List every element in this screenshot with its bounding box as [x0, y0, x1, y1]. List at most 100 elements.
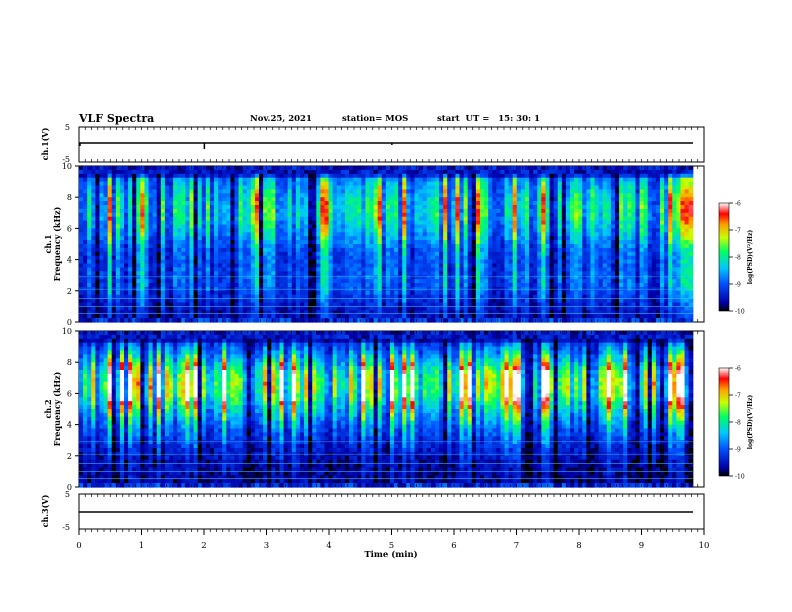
- ch1-spectrogram-cell: [214, 255, 219, 261]
- ch1-spectrogram-cell: [152, 298, 158, 304]
- ch1-spectrogram-cell: [398, 240, 403, 245]
- ch1-spectrogram-cell: [353, 275, 358, 280]
- ch1-spectrogram-cell: [529, 263, 534, 268]
- ch1-spectrogram-cell: [160, 255, 166, 261]
- ch1-spectrogram-cell: [164, 228, 170, 233]
- ch1-spectrogram-cell: [410, 259, 416, 265]
- ch1-spectrogram-cell: [389, 275, 395, 280]
- ch1-spectrogram-cell: [422, 294, 428, 300]
- ch1-spectrogram-cell: [553, 216, 559, 222]
- ch1-spectrogram-cell: [344, 310, 350, 315]
- ch1-spectrogram-cell: [209, 220, 215, 226]
- ch1-spectrogram-cell: [492, 166, 497, 171]
- ch1-spectrogram-cell: [496, 275, 502, 280]
- ch1-spectrogram-cell: [394, 279, 399, 284]
- ch1-spectrogram-cell: [389, 166, 395, 171]
- ch1-spectrogram-cell: [271, 205, 276, 210]
- ch1-spectrogram-cell: [324, 240, 330, 245]
- ch1-spectrogram-cell: [336, 259, 342, 265]
- ch1-spectrogram-cell: [275, 197, 281, 202]
- ch1-spectrogram-cell: [349, 216, 354, 222]
- ch1-spectrogram-cell: [164, 197, 170, 202]
- ch1-spectrogram-cell: [381, 173, 387, 179]
- ch1-spectrogram-cell: [79, 201, 84, 206]
- ch1-spectrogram-cell: [471, 228, 477, 233]
- ch1-spectrogram-cell: [332, 205, 338, 210]
- ch1-spectrogram-cell: [394, 298, 399, 304]
- ch1-spectrogram-cell: [574, 247, 579, 253]
- ch1-spectrogram-cell: [218, 251, 223, 257]
- ch1-spectrogram-cell: [529, 294, 534, 300]
- ch1-spectrogram-cell: [148, 294, 154, 300]
- ch1-spectrogram-cell: [164, 306, 170, 311]
- ch1-spectrogram-cell: [406, 263, 412, 268]
- ch1-spectrogram-cell: [332, 216, 338, 222]
- ch1-spectrogram-cell: [512, 267, 518, 272]
- ch1-spectrogram-cell: [475, 220, 481, 226]
- ch1-spectrogram-cell: [467, 267, 473, 272]
- ch1-spectrogram-cell: [332, 185, 338, 190]
- ch1-spectrogram-cell: [369, 216, 375, 222]
- ch1-spectrogram-cell: [484, 271, 489, 276]
- ch1-spectrogram-cell: [344, 298, 350, 304]
- ch1-spectrogram-cell: [177, 298, 182, 304]
- ch1-spectrogram-cell: [250, 279, 256, 284]
- ch1-spectrogram-cell: [512, 212, 518, 218]
- ch1-spectrogram-cell: [537, 236, 542, 241]
- ch1-spectrogram-cell: [529, 185, 534, 190]
- ch1-spectrogram-cell: [164, 310, 170, 315]
- ch1-spectrogram-cell: [324, 232, 330, 237]
- ch1-spectrogram-cell: [582, 197, 587, 202]
- ch1-spectrogram-cell: [353, 283, 358, 288]
- ch1-spectrogram-cell: [95, 177, 101, 183]
- ch1-spectrogram-cell: [201, 216, 207, 222]
- ch1-spectrogram-cell: [336, 169, 342, 175]
- ch1-spectrogram-cell: [557, 259, 563, 265]
- ch1-spectrogram-cell: [340, 279, 346, 284]
- ch1-spectrogram-cell: [152, 263, 158, 268]
- ch1-spectrogram-cell: [402, 263, 407, 268]
- ch1-spectrogram-cell: [398, 166, 403, 171]
- ch1-spectrogram-cell: [533, 197, 538, 202]
- ch1-spectrogram-cell: [189, 271, 195, 276]
- ch1-spectrogram-cell: [189, 189, 195, 194]
- ch1-spectrogram-cell: [484, 197, 489, 202]
- ch1-spectrogram-cell: [426, 314, 432, 319]
- ch1-spectrogram-cell: [439, 302, 444, 307]
- ch1-spectrogram-cell: [299, 247, 305, 253]
- ch1-spectrogram-cell: [533, 283, 538, 288]
- ch1-spectrogram-cell: [259, 240, 264, 245]
- ch1-spectrogram-cell: [553, 290, 559, 296]
- ch1-spectrogram-cell: [455, 263, 461, 268]
- ch1-spectrogram-cell: [389, 255, 395, 261]
- ch1-spectrogram-cell: [254, 259, 260, 265]
- ch1-spectrogram-cell: [295, 267, 301, 272]
- ch1-spectrogram-cell: [361, 232, 367, 237]
- ch1-spectrogram-cell: [434, 197, 440, 202]
- ch1-spectrogram-cell: [173, 310, 178, 315]
- ch1-spectrogram-cell: [140, 244, 146, 249]
- ch1-spectrogram-cell: [169, 247, 174, 253]
- ch1-spectrogram-cell: [524, 208, 530, 214]
- ch1-spectrogram-cell: [295, 240, 301, 245]
- ch1-spectrogram-cell: [107, 259, 113, 265]
- ch1-spectrogram-cell: [320, 205, 326, 210]
- ch1-spectrogram-cell: [443, 169, 448, 175]
- ch1-spectrogram-cell: [369, 271, 375, 276]
- ch1-spectrogram-cell: [254, 275, 260, 280]
- ch1-spectrogram-cell: [385, 216, 391, 222]
- ch1-spectrogram-cell: [394, 306, 399, 311]
- ch1-spectrogram-cell: [226, 310, 231, 315]
- ch1-spectrogram-cell: [524, 302, 530, 307]
- ch1-spectrogram-cell: [541, 310, 547, 315]
- ch1-spectrogram-cell: [279, 236, 285, 241]
- ch1-spectrogram-cell: [308, 193, 313, 198]
- ch1-spectrogram-cell: [520, 185, 526, 190]
- ch1-spectrogram-cell: [529, 275, 534, 280]
- ch1-spectrogram-cell: [234, 283, 240, 288]
- ch1-spectrogram-cell: [218, 236, 223, 241]
- ch1-spectrogram-cell: [410, 290, 416, 296]
- ch1-spectrogram-cell: [209, 259, 215, 265]
- ch1-spectrogram-cell: [471, 177, 477, 183]
- ch1-spectrogram-cell: [520, 306, 526, 311]
